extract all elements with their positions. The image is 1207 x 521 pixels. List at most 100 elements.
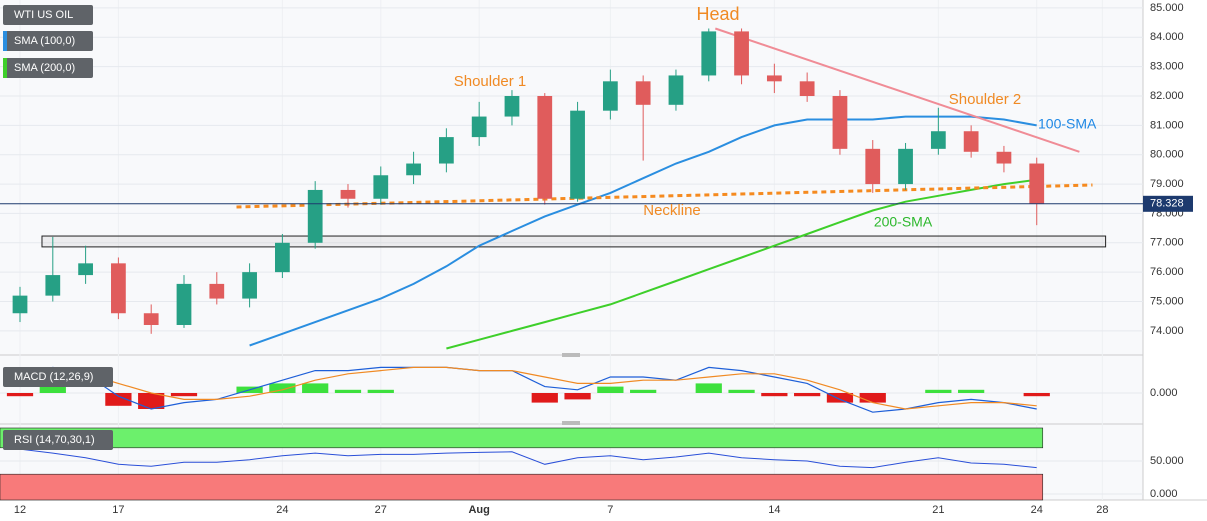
legend-box xyxy=(3,430,113,450)
y-tick-label: 77.000 xyxy=(1150,237,1184,249)
macd-line xyxy=(19,366,1037,410)
candle-body xyxy=(832,96,848,149)
candle-body xyxy=(471,116,487,138)
macd-histogram-bar xyxy=(302,383,329,393)
resize-handle[interactable] xyxy=(562,421,580,425)
last-price-box xyxy=(1143,195,1193,212)
macd-line xyxy=(19,366,1037,413)
candle-body xyxy=(865,148,881,185)
macd-histogram-bar xyxy=(1023,393,1050,397)
legend-box xyxy=(3,367,113,387)
y-tick-label: 0.000 xyxy=(1150,387,1178,399)
x-tick-label: 24 xyxy=(276,504,288,516)
x-tick-label: 21 xyxy=(932,504,944,516)
macd-histogram-bar xyxy=(630,389,657,393)
candle-body xyxy=(570,110,585,199)
y-tick-label: 84.000 xyxy=(1150,31,1184,43)
resize-handle[interactable] xyxy=(562,353,580,357)
support-zone xyxy=(41,235,1107,248)
y-tick-label: 80.000 xyxy=(1150,149,1184,161)
candle-body xyxy=(275,242,290,273)
oversold-zone xyxy=(0,473,1044,501)
candle-body xyxy=(143,313,159,325)
candle-body xyxy=(996,151,1012,164)
y-tick-label: 76.000 xyxy=(1150,266,1184,278)
legend-box xyxy=(3,31,93,51)
candle-body xyxy=(176,283,192,325)
macd-histogram-bar xyxy=(925,389,952,393)
legend-box xyxy=(3,5,93,25)
candle-body xyxy=(963,131,979,152)
macd-histogram-bar xyxy=(826,393,854,403)
legend-swatch xyxy=(3,31,7,51)
y-tick-label: 83.000 xyxy=(1150,61,1184,73)
candle-body xyxy=(111,263,126,314)
candle-body xyxy=(635,81,651,105)
legend-box xyxy=(3,58,93,78)
legend-label: SMA (100,0) xyxy=(14,35,75,47)
macd-histogram-bar xyxy=(105,393,132,406)
y-tick-label: 74.000 xyxy=(1150,325,1184,337)
macd-histogram-bar xyxy=(597,386,624,393)
macd-histogram-bar xyxy=(170,393,198,397)
candle-body xyxy=(701,31,717,76)
candle-body xyxy=(406,163,421,176)
annotation: Shoulder 2 xyxy=(949,91,1022,108)
candle-body xyxy=(930,131,946,149)
plot-background xyxy=(0,0,1143,500)
legend-label: SMA (200,0) xyxy=(14,62,75,74)
x-tick-label: 14 xyxy=(768,504,780,516)
candle-body xyxy=(668,75,684,105)
rsi-line xyxy=(19,448,1037,469)
last-price-label: 78.328 xyxy=(1150,198,1184,210)
macd-histogram-bar xyxy=(761,393,788,397)
legend-title: RSI (14,70,30,1) xyxy=(14,434,95,446)
candle-body xyxy=(12,295,28,314)
candle-body xyxy=(799,81,815,96)
candle-body xyxy=(78,263,93,276)
macd-histogram-bar xyxy=(531,393,558,403)
y-tick-label: 85.000 xyxy=(1150,2,1184,14)
candle-body xyxy=(734,31,749,76)
x-tick-label: 28 xyxy=(1096,504,1108,516)
macd-histogram-bar xyxy=(859,393,886,403)
candle-body xyxy=(340,189,356,199)
legend-title: MACD (12,26,9) xyxy=(14,371,93,383)
trendline xyxy=(714,27,1080,153)
macd-histogram-bar xyxy=(269,383,296,393)
y-tick-label: 50.000 xyxy=(1150,455,1184,467)
candle-body xyxy=(602,81,618,111)
candle-body xyxy=(1029,163,1045,204)
x-tick-label: 17 xyxy=(112,504,124,516)
candle-body xyxy=(438,137,454,164)
candle-body xyxy=(45,275,61,296)
y-tick-label: 81.000 xyxy=(1150,119,1184,131)
macd-histogram-bar xyxy=(334,389,362,393)
x-tick-label: 27 xyxy=(375,504,387,516)
sma-line xyxy=(446,178,1037,350)
macd-histogram-bar xyxy=(367,389,394,393)
legend-title: WTI US OIL xyxy=(14,9,73,21)
annotation: 100-SMA xyxy=(1038,116,1097,132)
candle-body xyxy=(504,96,520,117)
candle-body xyxy=(373,175,389,199)
annotation: Shoulder 1 xyxy=(454,73,527,90)
macd-histogram-bar xyxy=(695,383,722,393)
annotation: Head xyxy=(696,4,739,24)
macd-histogram-bar xyxy=(564,393,591,400)
macd-histogram-bar xyxy=(794,393,821,397)
macd-histogram-bar xyxy=(6,393,34,397)
candle-body xyxy=(537,96,553,199)
overbought-zone xyxy=(0,427,1044,449)
annotation: Neckline xyxy=(643,202,701,219)
x-tick-label: Aug xyxy=(468,504,489,516)
candle-body xyxy=(242,272,257,299)
x-tick-label: 7 xyxy=(607,504,613,516)
candle-body xyxy=(766,75,782,82)
sma-line xyxy=(249,115,1037,347)
annotation: 200-SMA xyxy=(874,214,933,230)
y-tick-label: 79.000 xyxy=(1150,178,1184,190)
candle-body xyxy=(209,283,225,299)
macd-histogram-bar xyxy=(728,389,755,393)
